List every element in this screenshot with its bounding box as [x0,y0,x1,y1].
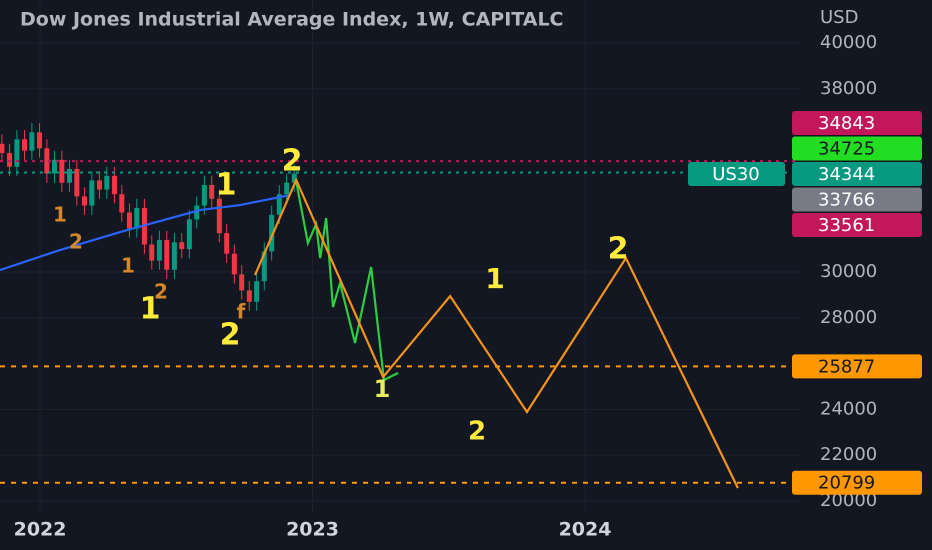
symbol-badge [688,162,785,186]
wave-label: 1 [121,254,135,278]
candle-body [29,132,35,151]
candle-body [96,180,102,190]
wave-label: 2 [608,232,629,267]
x-tick-label: 2024 [559,519,612,541]
wave-label: 2 [468,417,486,447]
x-tick-label: 2023 [286,519,339,541]
y-tick-label: 20000 [820,490,877,511]
candle-body [14,139,20,167]
candle-body [74,168,80,197]
candle-body [119,194,125,213]
wave-label: 1 [485,262,504,295]
candle-body [22,139,28,151]
candle-body [134,207,140,229]
line-series [0,193,291,272]
candle-body [194,205,200,220]
wave-label: 2 [282,144,303,179]
y-tick-label: 22000 [820,444,877,465]
wave-label: f [237,300,246,324]
wave-label: 2 [220,318,241,353]
candle-body [149,244,155,261]
candle-body [111,175,117,195]
price-badge-label: 33561 [818,215,875,236]
line-series [294,179,399,382]
candle-body [201,185,207,206]
candle-body [216,198,222,234]
candle-body [239,274,245,291]
candle-body [126,212,132,229]
chart-title: Dow Jones Industrial Average Index, 1W, … [20,9,564,31]
price-badge [792,187,922,212]
candle-body [276,194,282,215]
line-series [254,177,739,489]
price-badge-label: 33766 [818,190,875,211]
candle-body [66,168,72,183]
price-badge-label: 34344 [818,164,875,185]
candle-body [224,233,230,254]
candle-body [164,239,170,270]
candle-body [7,152,13,167]
candle-body [209,185,215,199]
price-badge [792,136,922,161]
candle-body [269,214,275,252]
y-tick-label: 40000 [820,32,877,53]
wave-label: 2 [154,280,168,304]
candle-body [44,148,50,174]
candle-body [51,159,57,174]
price-badge-label: 20799 [818,473,875,494]
candle-body [261,251,267,282]
price-badge [792,162,922,186]
candle-body [156,239,162,261]
y-tick-label: 30000 [820,261,877,282]
wave-label: 1 [216,168,237,203]
wave-label: 1 [374,375,391,403]
price-badge [792,213,922,237]
wave-label: 2 [69,230,83,254]
price-badge [792,354,922,379]
candle-body [284,182,290,195]
currency-label: USD [820,7,858,28]
price-badge-label: 34725 [818,139,875,160]
price-scale [800,0,932,550]
candle-body [246,290,252,302]
candle-body [81,196,87,206]
price-badge-label: 34843 [818,113,875,134]
candle-body [37,132,43,149]
grid [0,0,800,512]
price-badge-label: 25877 [818,356,875,377]
y-tick-label: 28000 [820,307,877,328]
y-tick-label: 24000 [820,398,877,419]
candle-body [59,159,65,183]
price-badge [792,111,922,135]
candle-body [254,281,260,302]
candle-body [104,175,110,190]
candle-body [186,219,192,250]
candle-body [0,143,5,153]
x-tick-label: 2022 [14,519,67,541]
wave-label: 1 [140,292,161,327]
candle-body [171,242,177,270]
wave-label: 1 [53,203,67,227]
symbol-label: US30 [712,164,760,185]
candle-body [179,242,185,250]
candle-body [291,173,297,183]
y-tick-label: 38000 [820,78,877,99]
price-badge [792,470,922,495]
candle-body [231,253,237,275]
candle-body [89,180,95,206]
scale-labels: 20000 22000 24000 28000 30000 38000 40000 2022 2… [14,32,922,541]
